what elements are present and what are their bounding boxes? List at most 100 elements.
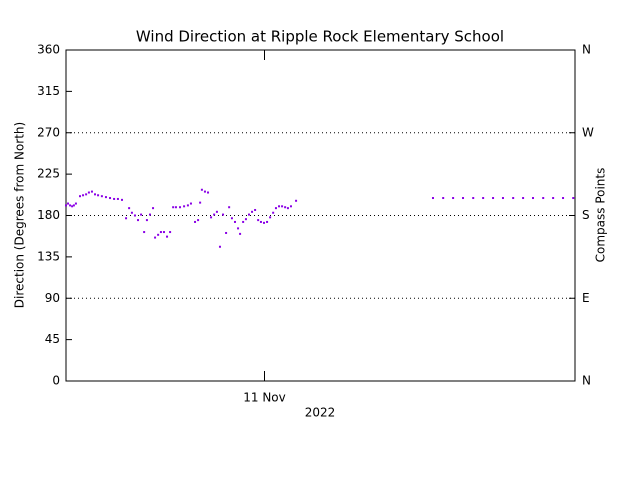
data-point: [272, 211, 275, 214]
data-point: [145, 219, 148, 222]
data-point: [225, 231, 228, 234]
data-point: [109, 197, 112, 200]
y2-tick-label: E: [582, 291, 590, 305]
data-point: [278, 205, 281, 208]
data-point: [492, 197, 495, 200]
y2-axis-label: Compass Points: [594, 168, 608, 263]
data-point: [210, 216, 213, 219]
data-point: [157, 233, 160, 236]
y-axis-label: Direction (Degrees from North): [13, 122, 27, 308]
data-point: [186, 204, 189, 207]
y-tick-label: 315: [37, 84, 60, 98]
data-point: [197, 219, 200, 222]
data-point: [239, 232, 242, 235]
data-point: [452, 197, 455, 200]
data-point: [133, 214, 136, 217]
data-point: [244, 218, 247, 221]
data-point: [269, 216, 272, 219]
data-point: [90, 190, 93, 193]
data-point: [431, 197, 434, 200]
data-point: [166, 235, 169, 238]
data-point: [82, 194, 85, 197]
data-point: [233, 220, 236, 223]
data-point: [120, 198, 123, 201]
y2-tick-label: S: [582, 208, 590, 222]
data-point: [259, 220, 262, 223]
data-point: [154, 236, 157, 239]
x-axis-label: 2022: [305, 406, 336, 420]
data-point: [113, 197, 116, 200]
data-point: [442, 197, 445, 200]
data-point: [137, 219, 140, 222]
data-point: [263, 221, 266, 224]
data-point: [237, 227, 240, 230]
data-point: [104, 196, 107, 199]
y2-tick-label: W: [582, 125, 594, 139]
data-point: [189, 202, 192, 205]
chart-title: Wind Direction at Ripple Rock Elementary…: [136, 28, 504, 46]
data-point: [289, 205, 292, 208]
data-point: [67, 202, 70, 205]
data-point: [542, 197, 545, 200]
y-tick-label: 90: [45, 291, 60, 305]
data-point: [100, 195, 103, 198]
y2-tick-label: N: [582, 374, 591, 388]
data-point: [522, 197, 525, 200]
y-tick-label: 45: [45, 332, 60, 346]
data-point: [65, 204, 67, 207]
data-point: [215, 210, 218, 213]
x-tick-label: 11 Nov: [243, 391, 286, 405]
data-point: [562, 197, 565, 200]
data-point: [257, 219, 260, 222]
data-point: [78, 195, 81, 198]
data-point: [140, 213, 143, 216]
data-point: [207, 191, 210, 194]
data-point: [71, 205, 74, 208]
data-point: [274, 207, 277, 210]
data-point: [200, 188, 203, 191]
y-tick-label: 135: [37, 249, 60, 263]
data-point: [254, 208, 257, 211]
data-point: [281, 205, 284, 208]
data-point: [295, 199, 298, 202]
data-point: [203, 190, 206, 193]
data-point: [148, 213, 151, 216]
data-point: [472, 197, 475, 200]
data-point: [174, 206, 177, 209]
data-point: [169, 231, 172, 234]
data-point: [286, 207, 289, 210]
data-point: [247, 213, 250, 216]
data-point: [213, 213, 216, 216]
data-point: [572, 197, 575, 200]
data-point: [130, 211, 133, 214]
data-point: [97, 194, 100, 197]
y-tick-label: 225: [37, 167, 60, 181]
data-point: [69, 204, 72, 207]
data-point: [162, 231, 165, 234]
data-point: [116, 197, 119, 200]
data-point: [218, 245, 221, 248]
data-point: [179, 206, 182, 209]
y-tick-label: 360: [37, 43, 60, 57]
data-point: [228, 206, 231, 209]
data-point: [87, 191, 90, 194]
data-point: [74, 202, 77, 205]
data-point: [512, 197, 515, 200]
data-point: [128, 207, 131, 210]
data-point: [159, 231, 162, 234]
data-point: [194, 220, 197, 223]
data-point: [462, 197, 465, 200]
data-point: [94, 193, 97, 196]
data-point: [251, 210, 254, 213]
data-point: [152, 207, 155, 210]
data-point: [242, 220, 245, 223]
data-point: [85, 193, 88, 196]
data-point: [222, 213, 225, 216]
data-point: [172, 206, 175, 209]
data-point: [72, 204, 75, 207]
data-point: [230, 217, 233, 220]
y2-tick-label: N: [582, 43, 591, 57]
data-point: [183, 205, 186, 208]
data-point: [199, 201, 202, 204]
